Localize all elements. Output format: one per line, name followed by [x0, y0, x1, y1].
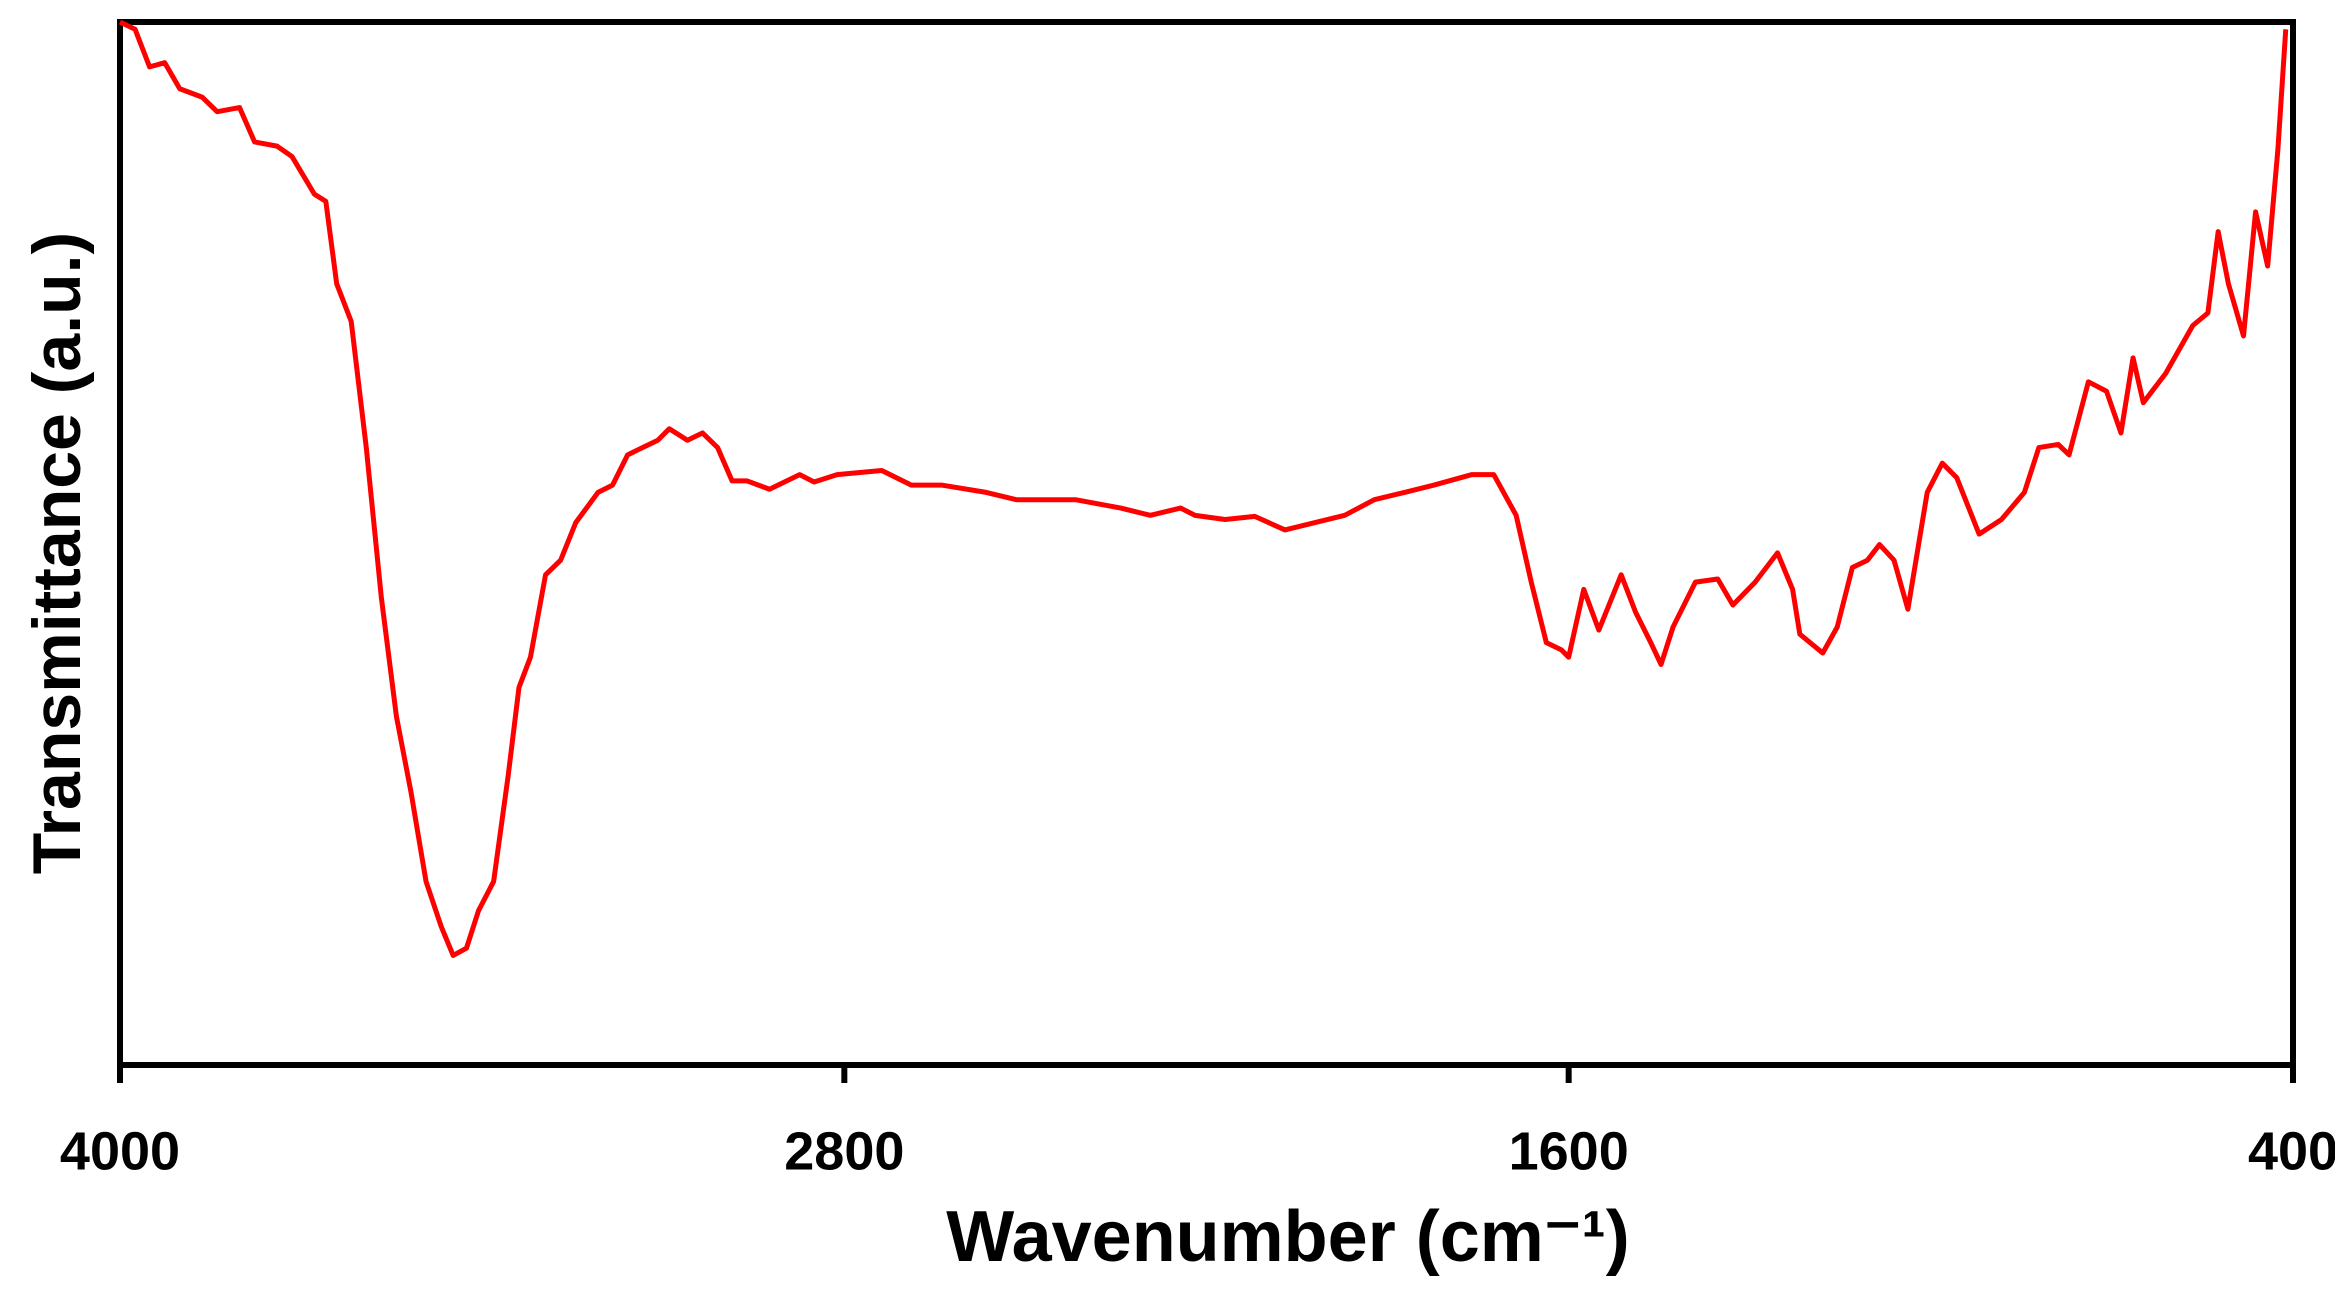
- plot-frame: [117, 19, 2296, 1068]
- spectrum-line: [118, 19, 2289, 958]
- x-tick-label: 4000: [60, 1121, 180, 1181]
- x-tick-label: 1600: [1509, 1121, 1629, 1181]
- x-tick-label: 2800: [784, 1121, 904, 1181]
- x-axis-title: Wavenumber (cm⁻¹): [946, 1197, 1629, 1277]
- x-tick-label: 400: [2248, 1121, 2335, 1181]
- y-axis-title: Transmittance (a.u.): [19, 232, 95, 874]
